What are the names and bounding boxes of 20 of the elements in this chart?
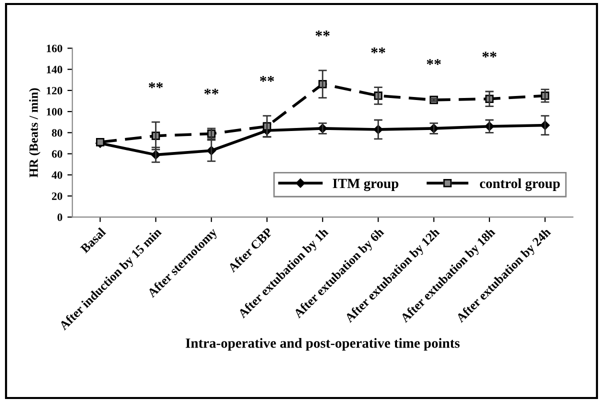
annotation: ** <box>204 88 218 94</box>
y-tick-label: 100 <box>46 108 62 116</box>
y-tick-label: 120 <box>46 86 62 94</box>
y-tick-label: 20 <box>52 192 62 200</box>
legend-label: control group <box>480 178 560 192</box>
text: ** <box>316 30 330 36</box>
annotation: ** <box>482 52 496 58</box>
annotation: ** <box>148 82 163 88</box>
y-tick-label: 80 <box>52 129 62 137</box>
y-tick-label: 140 <box>46 66 62 74</box>
y-tick-label: 160 <box>46 44 62 52</box>
legend-label: ITM group <box>332 178 398 192</box>
y-tick-label: 0 <box>58 214 62 222</box>
annotation: ** <box>371 48 386 54</box>
y-axis-title: HR (Beats / min) <box>29 88 40 178</box>
y-tick-label: 60 <box>52 150 62 158</box>
annotation: ** <box>260 76 274 82</box>
x-axis-title: Intra-operative and post-operative time points <box>186 338 460 351</box>
annotation: ** <box>426 59 441 65</box>
y-tick-label: 40 <box>52 171 62 179</box>
